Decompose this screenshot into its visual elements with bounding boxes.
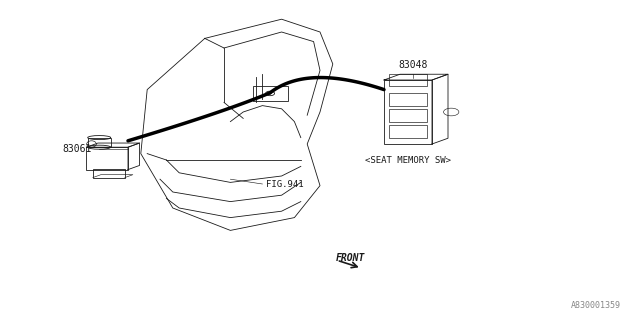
Bar: [389, 125, 427, 138]
Text: 83061: 83061: [63, 144, 92, 154]
Bar: [389, 109, 427, 122]
Text: 83048: 83048: [398, 60, 428, 70]
Text: A830001359: A830001359: [571, 301, 621, 310]
Bar: [384, 80, 432, 144]
Text: FIG.941: FIG.941: [266, 180, 303, 188]
Bar: [93, 169, 125, 178]
Bar: [389, 74, 427, 86]
Bar: [86, 147, 128, 170]
Bar: [253, 86, 288, 101]
Text: FRONT: FRONT: [336, 252, 365, 263]
Bar: [389, 93, 427, 106]
Text: <SEAT MEMORY SW>: <SEAT MEMORY SW>: [365, 156, 451, 164]
Bar: [88, 138, 111, 147]
